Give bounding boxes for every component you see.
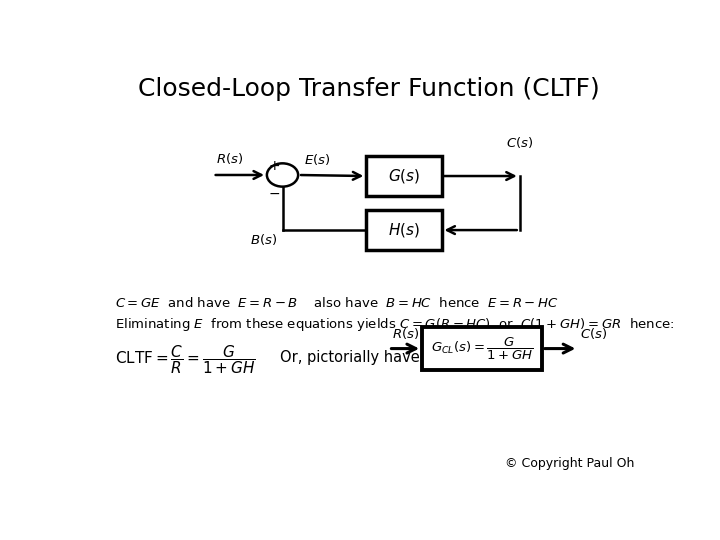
Text: $-$: $-$ xyxy=(268,185,279,199)
Text: $E(s)$: $E(s)$ xyxy=(304,152,330,167)
Text: $C = GE$  and have  $E = R - B$    also have  $B = HC$  hence  $E = R - HC$: $C = GE$ and have $E = R - B$ also have … xyxy=(115,295,559,309)
Text: $\mathrm{CLTF} = \dfrac{C}{R} = \dfrac{G}{1 + GH}$: $\mathrm{CLTF} = \dfrac{C}{R} = \dfrac{G… xyxy=(115,343,256,376)
Text: $R(s)$: $R(s)$ xyxy=(392,326,420,341)
Text: $H(s)$: $H(s)$ xyxy=(388,221,420,239)
Bar xyxy=(422,327,542,370)
Text: © Copyright Paul Oh: © Copyright Paul Oh xyxy=(505,457,634,470)
Text: Or, pictorially have: Or, pictorially have xyxy=(280,349,420,364)
Bar xyxy=(366,156,441,196)
Text: +: + xyxy=(269,159,280,173)
Text: $G(s)$: $G(s)$ xyxy=(388,167,420,185)
Text: $G_{CL}(s) = \dfrac{G}{1 + GH}$: $G_{CL}(s) = \dfrac{G}{1 + GH}$ xyxy=(431,335,534,362)
Text: $B(s)$: $B(s)$ xyxy=(250,232,277,247)
Bar xyxy=(366,210,441,250)
Text: $C(s)$: $C(s)$ xyxy=(580,326,607,341)
Text: $R(s)$: $R(s)$ xyxy=(215,151,243,166)
Text: Closed-Loop Transfer Function (CLTF): Closed-Loop Transfer Function (CLTF) xyxy=(138,77,600,102)
Text: Eliminating $E$  from these equations yields $C = G(R - HC)$  or  $C(1 + GH) = G: Eliminating $E$ from these equations yie… xyxy=(115,316,675,333)
Text: $C(s)$: $C(s)$ xyxy=(505,135,533,150)
